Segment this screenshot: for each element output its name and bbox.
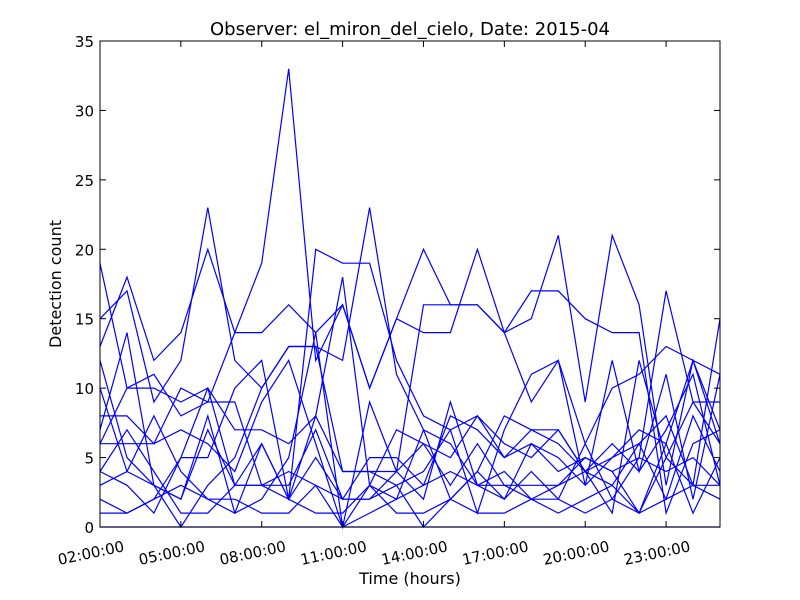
series-line-9 [100, 359, 721, 530]
series-line-14 [100, 484, 720, 528]
series-line-12 [99, 414, 721, 515]
y-tick-label: 10 [75, 380, 94, 398]
x-tick-label: 05:00:00 [137, 537, 207, 569]
series-line-7 [99, 318, 721, 529]
y-tick-label: 15 [75, 311, 94, 329]
y-tick-label: 35 [75, 33, 94, 51]
y-tick-label: 30 [75, 102, 94, 120]
x-tick-label: 14:00:00 [380, 537, 450, 569]
y-axis: 0 5 10 15 20 25 30 35 [75, 33, 720, 537]
series-line-2 [99, 207, 720, 501]
series-line-11 [99, 414, 721, 528]
series-line-8 [99, 248, 721, 516]
y-tick-label: 25 [75, 172, 94, 190]
series-line-1 [99, 233, 721, 486]
x-tick-label: 23:00:00 [622, 537, 692, 569]
series-layer [99, 68, 721, 530]
x-axis-label: Time (hours) [358, 569, 461, 588]
x-tick-label: 20:00:00 [541, 537, 611, 569]
y-tick-label: 5 [84, 450, 94, 468]
y-tick-label: 20 [75, 241, 94, 259]
x-tick-label: 11:00:00 [299, 537, 369, 569]
x-tick-label: 08:00:00 [218, 537, 288, 569]
series-line-10 [99, 276, 721, 515]
chart-title: Observer: el_miron_del_cielo, Date: 2015… [210, 19, 610, 40]
x-tick-label: 02:00:00 [56, 537, 126, 569]
series-line-3 [99, 68, 721, 446]
y-axis-label: Detection count [46, 220, 65, 348]
x-tick-label: 17:00:00 [461, 537, 531, 569]
y-tick-label: 0 [84, 519, 94, 537]
series-line-13 [99, 359, 721, 514]
plot-frame [99, 40, 721, 528]
